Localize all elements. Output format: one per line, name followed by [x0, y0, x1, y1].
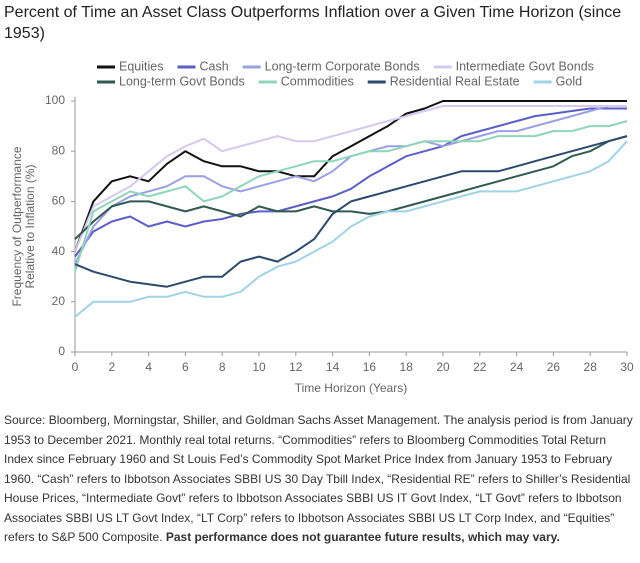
- x-tick-label: 26: [547, 360, 561, 374]
- legend-label: Gold: [556, 74, 582, 88]
- legend-label: Residential Real Estate: [390, 74, 520, 88]
- legend-label: Long-term Govt Bonds: [119, 74, 245, 88]
- x-tick-label: 20: [436, 360, 450, 374]
- x-tick-label: 24: [510, 360, 524, 374]
- legend-label: Commodities: [281, 74, 354, 88]
- y-tick-label: 100: [45, 93, 65, 107]
- series-line: [74, 135, 628, 288]
- series-line: [74, 105, 627, 252]
- x-tick-label: 10: [252, 360, 266, 374]
- disclaimer: Past performance does not guarantee futu…: [165, 530, 560, 544]
- series-line: [74, 107, 627, 258]
- x-tick-label: 2: [108, 360, 115, 374]
- y-tick-label: 60: [52, 194, 66, 208]
- x-tick-label: 12: [289, 360, 303, 374]
- y-axis-label: Frequency of Outperformance: [10, 146, 24, 306]
- y-tick-label: 0: [58, 344, 65, 358]
- y-tick-label: 40: [52, 244, 66, 258]
- x-tick-label: 30: [620, 360, 634, 374]
- legend-label: Equities: [119, 59, 163, 73]
- legend-label: Intermediate Govt Bonds: [456, 59, 594, 73]
- x-tick-label: 0: [72, 360, 79, 374]
- y-axis-label: Relative to Inflation (%): [23, 164, 37, 288]
- y-tick-label: 80: [52, 143, 66, 157]
- series-line: [74, 105, 627, 265]
- x-tick-label: 6: [182, 360, 189, 374]
- source-text: Source: Bloomberg, Morningstar, Shiller,…: [4, 413, 633, 544]
- series-line: [74, 120, 628, 272]
- y-tick-label: 20: [52, 294, 66, 308]
- x-tick-label: 22: [473, 360, 487, 374]
- x-tick-label: 14: [326, 360, 340, 374]
- x-tick-label: 16: [363, 360, 377, 374]
- x-tick-label: 8: [219, 360, 226, 374]
- series-line: [74, 100, 627, 252]
- series-line: [74, 135, 628, 240]
- x-tick-label: 18: [400, 360, 414, 374]
- legend-label: Cash: [199, 59, 228, 73]
- x-axis-label: Time Horizon (Years): [295, 381, 407, 395]
- chart-title: Percent of Time an Asset Class Outperfor…: [4, 4, 622, 42]
- x-tick-label: 28: [584, 360, 598, 374]
- legend-label: Long-term Corporate Bonds: [265, 59, 420, 73]
- series-line: [74, 140, 628, 318]
- x-tick-label: 4: [145, 360, 152, 374]
- source-note: Source: Bloomberg, Morningstar, Shiller,…: [4, 411, 636, 548]
